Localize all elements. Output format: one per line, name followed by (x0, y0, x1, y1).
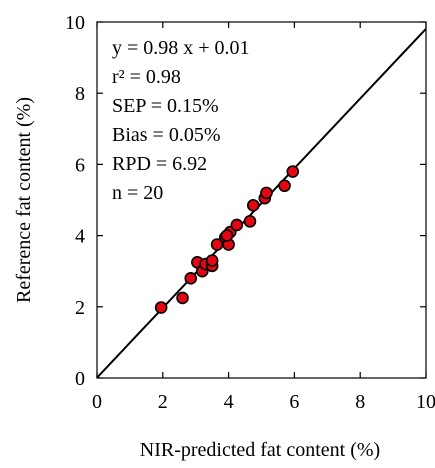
stat-line: y = 0.98 x + 0.01 (112, 37, 250, 59)
y-tick-label: 6 (75, 154, 85, 176)
data-point (205, 254, 219, 267)
y-tick-label: 2 (75, 297, 85, 319)
x-tick-label: 8 (355, 391, 365, 413)
stat-line: Bias = 0.05% (112, 124, 221, 146)
plot-frame (96, 21, 427, 379)
data-point (230, 218, 244, 232)
data-point (243, 215, 257, 228)
y-tick-label: 10 (65, 12, 85, 34)
x-tick-label: 0 (92, 391, 102, 413)
stat-line: r² = 0.98 (112, 66, 181, 88)
stat-line: RPD = 6.92 (112, 153, 207, 175)
plot-area (96, 21, 427, 379)
stat-line: SEP = 0.15% (112, 95, 219, 117)
y-tick-label: 0 (75, 368, 85, 390)
y-tick-label: 4 (75, 226, 85, 248)
data-point (246, 199, 260, 212)
data-point (220, 229, 234, 242)
data-point (176, 291, 189, 305)
x-axis-label: NIR-predicted fat content (%) (140, 439, 380, 461)
data-point (278, 179, 291, 193)
x-tick-label: 2 (158, 391, 168, 413)
stat-line: n = 20 (112, 182, 163, 204)
y-axis-label: Reference fat content (%) (13, 97, 35, 303)
statistics-annotation: y = 0.98 x + 0.01 r² = 0.98 SEP = 0.15% Bia… (112, 37, 250, 204)
x-tick-label: 10 (416, 391, 435, 413)
x-tick-label: 6 (289, 391, 299, 413)
data-point (184, 272, 198, 285)
x-axis-ticks: 0 2 4 6 8 10 (92, 22, 435, 413)
data-points (154, 165, 300, 314)
x-tick-label: 4 (224, 391, 234, 413)
data-point (154, 301, 168, 314)
data-point (260, 186, 273, 200)
y-axis-ticks: 0 2 4 6 8 10 (65, 12, 426, 390)
y-tick-label: 8 (75, 83, 85, 105)
data-point (286, 165, 300, 178)
